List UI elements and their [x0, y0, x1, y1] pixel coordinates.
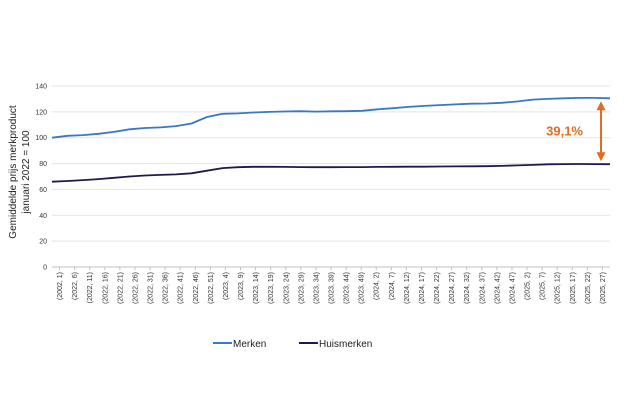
x-tick-label: (2024, 7) — [389, 272, 396, 300]
series-line-merken — [51, 97, 611, 139]
x-tick-label: (2022, 31) — [148, 272, 155, 304]
x-tick-label: (2023, 9) — [238, 272, 245, 300]
legend-item-huismerken: Huismerken — [299, 339, 372, 350]
y-tick-label: 60 — [39, 187, 47, 194]
legend-item-merken: Merken — [213, 339, 266, 350]
legend: Merken Huismerken — [213, 339, 372, 350]
annotation-percent-label: 39,1% — [546, 123, 583, 138]
x-tick-label: (2025, 7) — [540, 272, 547, 300]
x-tick-label: (2024, 12) — [404, 272, 411, 304]
x-tick-label: (2024, 27) — [449, 272, 456, 304]
y-tick-label: 120 — [35, 109, 47, 116]
axes: 0 20 40 60 80 100 120 140 (2002, 1) (2022, 6) (202… — [35, 84, 607, 304]
x-tick-label: (2025, 2) — [525, 272, 532, 300]
x-tick-label: (2023, 29) — [298, 272, 305, 304]
annotation-arrow-head-down — [596, 152, 606, 162]
y-tick-label: 40 — [39, 213, 47, 220]
x-tick-label: (2024, 42) — [494, 272, 501, 304]
y-axis-title-line-2: januari 2022 = 100 — [21, 130, 32, 215]
x-tick-label: (2024, 37) — [479, 272, 486, 304]
y-tick-label: 0 — [43, 265, 47, 272]
x-tick-label: (2022, 36) — [163, 272, 170, 304]
x-tick-label: (2022, 11) — [87, 272, 94, 303]
series-lines — [51, 97, 611, 183]
x-tick-label: (2023, 4) — [223, 272, 230, 300]
y-tick-label: 80 — [39, 161, 47, 168]
x-tick-label: (2024, 22) — [434, 272, 441, 304]
x-tick-label: (2024, 17) — [419, 272, 426, 304]
x-tick-label: (2024, 32) — [464, 272, 471, 304]
x-tick-label: (2025, 17) — [570, 272, 577, 304]
y-axis-title-line-1: Gemiddelde prijs merkproduct — [8, 105, 19, 239]
gridlines — [52, 85, 610, 268]
legend-label-huismerken: Huismerken — [319, 339, 372, 350]
x-tick-label: (2024, 47) — [509, 272, 516, 304]
x-tick-label: (2023, 44) — [344, 272, 351, 304]
x-tick-label: (2023, 34) — [313, 272, 320, 304]
y-tick-label: 140 — [35, 84, 47, 91]
x-tick-label: (2023, 19) — [268, 272, 275, 304]
y-tick-label: 100 — [35, 135, 47, 142]
x-tick-label: (2025, 22) — [585, 272, 592, 304]
legend-label-merken: Merken — [233, 339, 266, 350]
x-tick-label: (2022, 6) — [72, 272, 79, 300]
difference-annotation: 39,1% — [546, 101, 606, 162]
x-tick-label: (2024, 2) — [374, 272, 381, 300]
x-tick-label: (2022, 41) — [178, 272, 185, 304]
y-tick-label: 20 — [39, 239, 47, 246]
x-tick-label: (2023, 24) — [283, 272, 290, 304]
x-tick-label: (2022, 26) — [132, 272, 139, 304]
x-tick-label: (2023, 14) — [253, 272, 260, 304]
x-tick-label: (2022, 21) — [117, 272, 124, 304]
series-line-huismerken — [51, 163, 611, 183]
annotation-arrow-head-up — [596, 101, 606, 111]
x-tick-label: (2023, 39) — [329, 272, 336, 304]
x-tick-label: (2002, 1) — [57, 272, 64, 300]
x-tick-label: (2025, 12) — [555, 272, 562, 304]
x-tick-label: (2022, 51) — [208, 272, 215, 304]
x-tick-label: (2022, 46) — [193, 272, 200, 304]
x-tick-label: (2023, 49) — [359, 272, 366, 304]
x-tick-label: (2025, 27) — [600, 272, 607, 304]
y-axis-title: Gemiddelde prijs merkproduct januari 202… — [8, 105, 32, 239]
x-tick-label: (2022, 16) — [102, 272, 109, 304]
